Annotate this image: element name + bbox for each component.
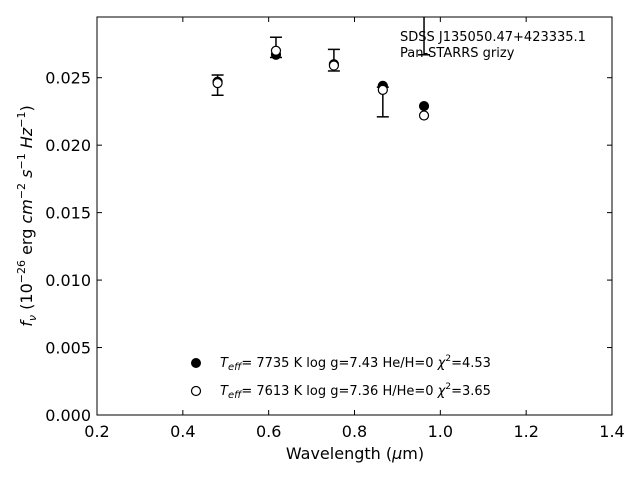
error-bars — [211, 17, 431, 118]
y-tick-label: 0.010 — [45, 271, 91, 290]
data-points — [212, 45, 430, 121]
error-bar-y — [418, 17, 431, 56]
x-tick-label: 0.6 — [256, 422, 281, 441]
y-tick-label: 0.020 — [45, 136, 91, 155]
y-axis-title: fν (10−26 erg cm−2 s−1 Hz−1) — [15, 105, 39, 326]
y-tick-label: 0.005 — [45, 339, 91, 358]
x-tick-label: 1.4 — [599, 422, 624, 441]
legend: Teff= 7735 K log g=7.43 He/H=0 χ2=4.53 T… — [190, 354, 491, 401]
x-tick-label: 0.4 — [170, 422, 195, 441]
x-tick-label: 1.0 — [428, 422, 453, 441]
x-tick-label: 0.8 — [342, 422, 367, 441]
filled-point-y — [418, 100, 430, 112]
annotation-line-2: Pan-STARRS grizy — [400, 46, 515, 61]
legend-entry-2: Teff= 7613 K log g=7.36 H/He=0 χ2=3.65 — [220, 382, 491, 401]
y-tick-label: 0.000 — [45, 406, 91, 425]
axis-ticks: 0.2 0.4 0.6 0.8 1.0 1.2 1.4 0.000 0.005 0.010 0.01… — [45, 17, 625, 441]
y-tick-label: 0.025 — [45, 69, 91, 88]
x-axis-title: Wavelength (μm) — [286, 444, 424, 463]
legend-marker-filled — [191, 358, 201, 368]
open-point-z — [377, 84, 388, 95]
open-point-y — [418, 110, 430, 121]
open-point-i — [328, 60, 339, 71]
open-point-r — [270, 45, 282, 56]
open-point-g — [212, 78, 223, 89]
legend-marker-open — [190, 385, 202, 397]
x-tick-label: 0.2 — [84, 422, 109, 441]
legend-entry-1: Teff= 7735 K log g=7.43 He/H=0 χ2=4.53 — [220, 354, 491, 373]
x-tick-label: 1.2 — [513, 422, 538, 441]
annotation-line-1: SDSS J135050.47+423335.1 — [400, 30, 586, 45]
y-tick-label: 0.015 — [45, 204, 91, 223]
